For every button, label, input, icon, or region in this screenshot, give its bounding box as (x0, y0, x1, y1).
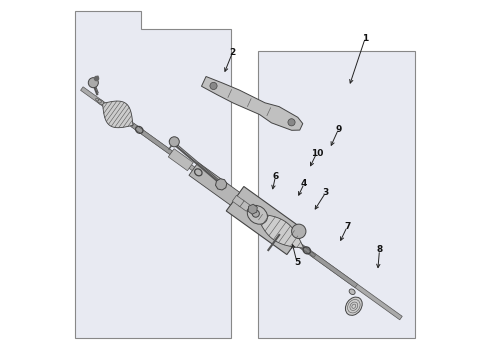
Text: 7: 7 (344, 222, 350, 231)
Polygon shape (232, 195, 244, 207)
Text: 2: 2 (229, 48, 236, 57)
Polygon shape (201, 77, 303, 130)
Circle shape (292, 224, 306, 238)
Circle shape (288, 119, 295, 126)
Polygon shape (239, 200, 250, 211)
Polygon shape (310, 252, 358, 288)
Polygon shape (189, 162, 240, 205)
Polygon shape (226, 186, 304, 255)
Text: 8: 8 (376, 246, 383, 255)
Circle shape (169, 137, 179, 147)
Polygon shape (295, 241, 316, 257)
Ellipse shape (96, 98, 98, 101)
Polygon shape (74, 12, 231, 338)
Polygon shape (132, 123, 172, 154)
Polygon shape (168, 149, 193, 171)
Polygon shape (221, 188, 252, 212)
Polygon shape (248, 204, 257, 214)
Polygon shape (256, 213, 304, 248)
Ellipse shape (349, 289, 355, 294)
Ellipse shape (98, 99, 101, 103)
Text: 3: 3 (322, 188, 329, 197)
Polygon shape (80, 87, 402, 320)
Text: 10: 10 (311, 149, 323, 158)
Text: 4: 4 (301, 179, 307, 188)
Text: 5: 5 (294, 258, 300, 267)
Polygon shape (258, 51, 416, 338)
Circle shape (210, 82, 217, 90)
Polygon shape (216, 179, 227, 190)
Ellipse shape (98, 100, 103, 105)
Circle shape (252, 210, 259, 217)
Text: 1: 1 (362, 34, 368, 43)
Polygon shape (102, 101, 133, 128)
Text: 6: 6 (272, 172, 279, 181)
Circle shape (88, 78, 98, 88)
Ellipse shape (345, 297, 362, 315)
Text: 9: 9 (335, 125, 342, 134)
Ellipse shape (247, 206, 268, 224)
